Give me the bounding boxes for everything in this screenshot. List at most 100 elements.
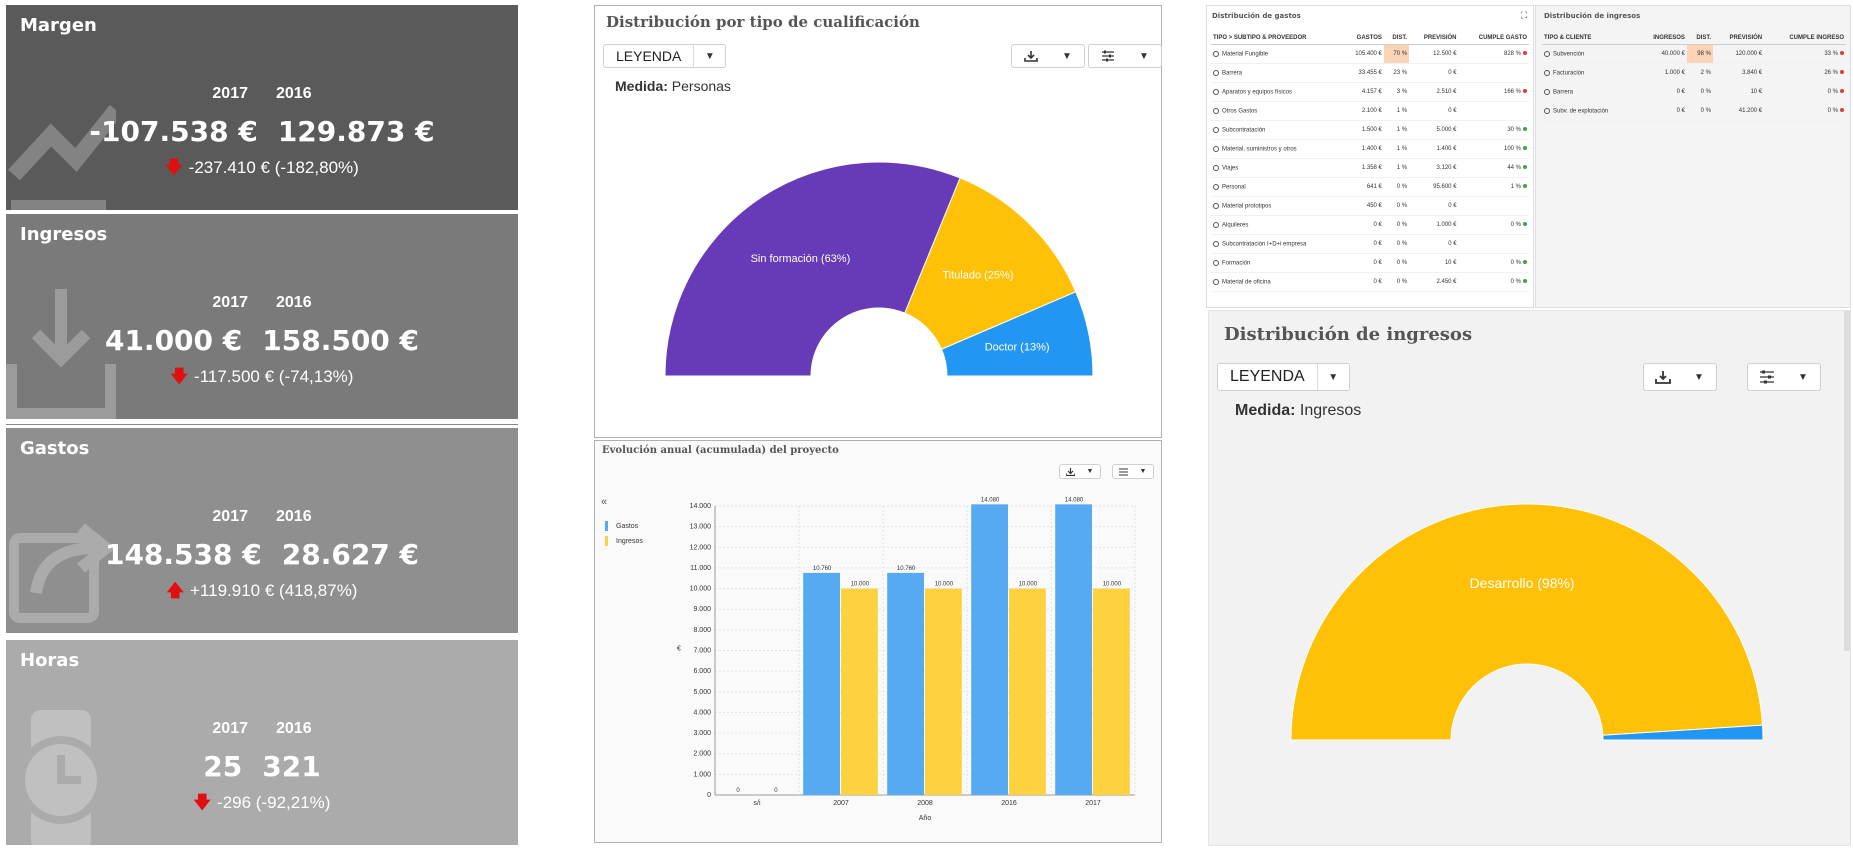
radio-icon[interactable] xyxy=(1213,50,1219,57)
bar-ingresos-2008[interactable] xyxy=(925,588,962,795)
table-row[interactable]: Personal 641 € 0 % 95.600 € 1 % xyxy=(1211,177,1529,197)
table-row[interactable]: Material, suministros y otros 1.400 € 1 … xyxy=(1211,139,1529,159)
radio-icon[interactable] xyxy=(1213,278,1219,285)
column-header[interactable]: CUMPLE INGRESO xyxy=(1764,32,1846,45)
column-header[interactable]: PREVISIÓN xyxy=(1712,32,1765,45)
bar-gastos-2007[interactable] xyxy=(803,572,840,795)
table-row[interactable]: Aparatos y equipos físicos 4.157 € 3 % 2… xyxy=(1211,82,1529,102)
scrollbar[interactable] xyxy=(1844,311,1850,651)
expand-icon[interactable]: ⛶ xyxy=(1520,10,1527,20)
radio-icon[interactable] xyxy=(1213,69,1219,76)
slice-otros[interactable] xyxy=(1602,724,1764,741)
bar-ingresos-2016[interactable] xyxy=(1009,588,1046,795)
column-header[interactable]: TIPO & CLIENTE xyxy=(1542,32,1638,45)
slice-desarrollo[interactable] xyxy=(1290,503,1764,741)
radio-icon[interactable] xyxy=(1213,240,1219,247)
table-row[interactable]: Material prototipos 450 € 0 % 0 € xyxy=(1211,196,1529,216)
chevron-down-icon[interactable]: ▼ xyxy=(1062,50,1072,62)
row-label[interactable]: Barrera xyxy=(1542,82,1638,102)
table-row[interactable]: Formación 0 € 0 % 10 € 0 % xyxy=(1211,253,1529,273)
kpi-card-horas[interactable]: Horas 2017 2016 25 321 🡇 -296 (-92,21%) xyxy=(6,640,518,845)
legend-item[interactable]: Ingresos xyxy=(605,536,643,546)
slice-sin-formación[interactable] xyxy=(664,161,961,377)
table-row[interactable]: Barrera 0 € 0 % 10 € 0 % xyxy=(1542,82,1846,102)
table-row[interactable]: Material de oficina 0 € 0 % 2.450 € 0 % xyxy=(1211,272,1529,292)
download-button[interactable]: ▼ xyxy=(1643,363,1717,391)
row-label[interactable]: Formación xyxy=(1211,253,1343,273)
radio-icon[interactable] xyxy=(1544,107,1550,114)
column-header[interactable]: INGRESOS xyxy=(1637,32,1687,45)
row-label[interactable]: Subcontratación I+D+i empresa xyxy=(1211,234,1343,254)
table-row[interactable]: Subcontratación 1.500 € 1 % 5.000 € 30 % xyxy=(1211,120,1529,140)
radio-icon[interactable] xyxy=(1213,88,1219,95)
row-label[interactable]: Subv. de explotación xyxy=(1542,101,1638,121)
download-button[interactable]: ▼ xyxy=(1059,464,1101,479)
radio-icon[interactable] xyxy=(1544,88,1550,95)
table-row[interactable]: Material Fungible 105.400 € 70 % 12.500 … xyxy=(1211,44,1529,64)
legend-button[interactable]: LEYENDA ▼ xyxy=(603,44,727,68)
download-button[interactable]: ▼ xyxy=(1011,44,1085,68)
radio-icon[interactable] xyxy=(1213,145,1219,152)
row-label[interactable]: Aparatos y equipos físicos xyxy=(1211,82,1343,102)
row-label[interactable]: Subvención xyxy=(1542,44,1638,64)
slice-doctor[interactable] xyxy=(940,291,1094,377)
chevron-down-icon[interactable]: ▼ xyxy=(1086,468,1094,475)
row-label[interactable]: Viajes xyxy=(1211,158,1343,178)
radio-icon[interactable] xyxy=(1213,183,1219,190)
row-label[interactable]: Material de oficina xyxy=(1211,272,1343,292)
settings-button[interactable]: ▼ xyxy=(1747,363,1821,391)
legend-item[interactable]: Gastos xyxy=(605,521,643,531)
collapse-legend-icon[interactable]: « xyxy=(601,496,608,508)
slice-titulado[interactable] xyxy=(904,177,1077,350)
column-header[interactable]: DIST. xyxy=(1686,32,1713,45)
radio-icon[interactable] xyxy=(1213,164,1219,171)
row-label[interactable]: Personal xyxy=(1211,177,1343,197)
chevron-down-icon[interactable]: ▼ xyxy=(1139,468,1147,475)
chevron-down-icon[interactable]: ▼ xyxy=(1139,50,1149,62)
bar-gastos-2017[interactable] xyxy=(1055,504,1092,795)
row-label[interactable]: Facturación xyxy=(1542,63,1638,83)
row-label[interactable]: Otros Gastos xyxy=(1211,101,1343,121)
table-row[interactable]: Barrera 33.455 € 23 % 0 € xyxy=(1211,63,1529,83)
radio-icon[interactable] xyxy=(1213,221,1219,228)
table-row[interactable]: Facturación 1.000 € 2 % 3.840 € 26 % xyxy=(1542,63,1846,83)
chevron-down-icon[interactable]: ▼ xyxy=(1798,371,1808,383)
table-row[interactable]: Otros Gastos 2.100 € 1 % 0 € xyxy=(1211,101,1529,121)
bar-gastos-2016[interactable] xyxy=(971,504,1008,795)
chevron-down-icon[interactable]: ▼ xyxy=(1316,364,1349,390)
table-row[interactable]: Viajes 1.358 € 1 % 3.120 € 44 % xyxy=(1211,158,1529,178)
radio-icon[interactable] xyxy=(1213,202,1219,209)
bar-ingresos-2007[interactable] xyxy=(841,588,878,795)
radio-icon[interactable] xyxy=(1544,50,1550,57)
row-label[interactable]: Barrera xyxy=(1211,63,1343,83)
column-header[interactable]: GASTOS xyxy=(1342,32,1384,45)
chevron-down-icon[interactable]: ▼ xyxy=(693,45,725,67)
table-row[interactable]: Subvención 40.000 € 98 % 120.000 € 33 % xyxy=(1542,44,1846,64)
settings-button[interactable]: ▼ xyxy=(1112,464,1154,479)
row-label[interactable]: Alquileres xyxy=(1211,215,1343,235)
row-label[interactable]: Subcontratación xyxy=(1211,120,1343,140)
column-header[interactable]: PREVISIÓN xyxy=(1409,32,1459,45)
row-label[interactable]: Material Fungible xyxy=(1211,44,1343,64)
kpi-delta: 🡇 -296 (-92,21%) xyxy=(193,793,331,812)
radio-icon[interactable] xyxy=(1213,259,1219,266)
settings-button[interactable]: ▼ xyxy=(1088,44,1162,68)
kpi-card-ingresos[interactable]: Ingresos 2017 2016 41.000 € 158.500 € 🡇 -11… xyxy=(6,214,518,419)
radio-icon[interactable] xyxy=(1213,126,1219,133)
chevron-down-icon[interactable]: ▼ xyxy=(1694,371,1704,383)
legend-button[interactable]: LEYENDA ▼ xyxy=(1217,363,1350,391)
table-row[interactable]: Subv. de explotación 0 € 0 % 41.200 € 0 … xyxy=(1542,101,1846,121)
table-row[interactable]: Subcontratación I+D+i empresa 0 € 0 % 0 … xyxy=(1211,234,1529,254)
radio-icon[interactable] xyxy=(1213,107,1219,114)
column-header[interactable]: DIST. xyxy=(1383,32,1410,45)
bar-ingresos-2017[interactable] xyxy=(1093,588,1130,795)
table-row[interactable]: Alquileres 0 € 0 % 1.000 € 0 % xyxy=(1211,215,1529,235)
column-header[interactable]: CUMPLE GASTO xyxy=(1458,32,1529,45)
kpi-card-margen[interactable]: Margen 2017 2016 -107.538 € 129.873 € 🡇 -23… xyxy=(6,5,518,210)
kpi-card-gastos[interactable]: Gastos 2017 2016 148.538 € 28.627 € 🡅 +119.… xyxy=(6,428,518,633)
row-label[interactable]: Material prototipos xyxy=(1211,196,1343,216)
row-label[interactable]: Material, suministros y otros xyxy=(1211,139,1343,159)
column-header[interactable]: TIPO > SUBTIPO & PROVEEDOR xyxy=(1211,32,1343,45)
radio-icon[interactable] xyxy=(1544,69,1550,76)
bar-gastos-2008[interactable] xyxy=(887,572,924,795)
